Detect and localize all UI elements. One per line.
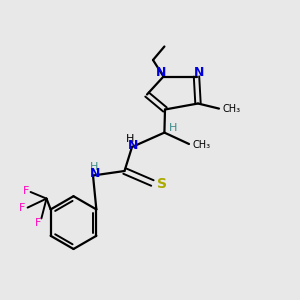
Text: S: S <box>157 177 167 190</box>
Text: H: H <box>126 134 135 145</box>
Text: H: H <box>90 162 99 172</box>
Text: F: F <box>23 185 29 196</box>
Text: N: N <box>194 66 205 80</box>
Text: CH₃: CH₃ <box>223 103 241 114</box>
Text: CH₃: CH₃ <box>193 140 211 151</box>
Text: F: F <box>19 202 26 213</box>
Text: N: N <box>90 167 100 180</box>
Text: N: N <box>156 66 166 80</box>
Text: F: F <box>35 218 42 228</box>
Text: N: N <box>128 139 138 152</box>
Text: H: H <box>169 123 178 133</box>
